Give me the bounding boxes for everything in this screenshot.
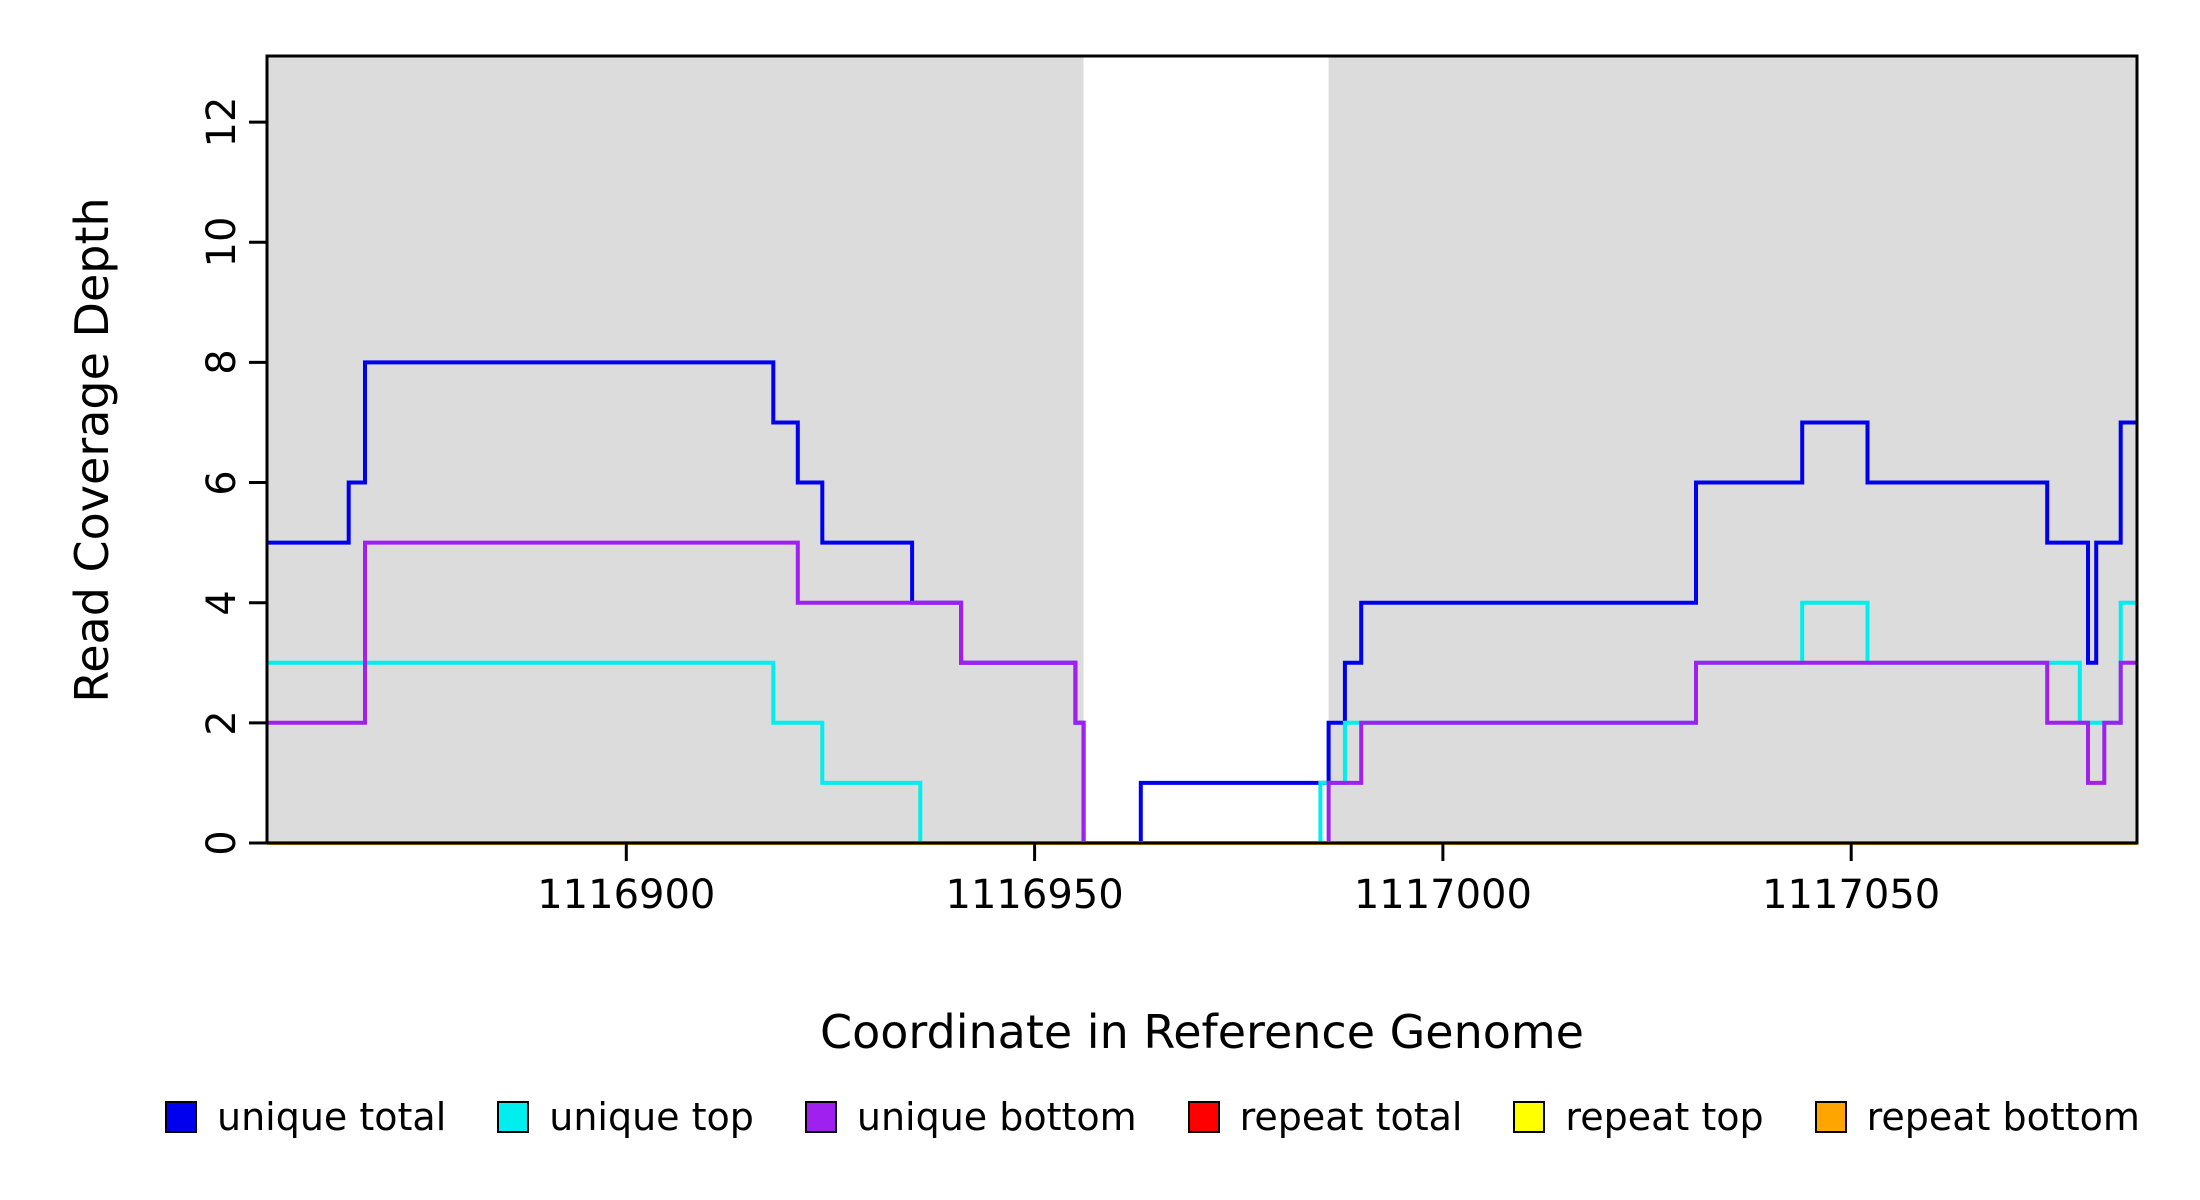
- legend-swatch-icon: [1814, 1101, 1847, 1133]
- plot-border: [265, 54, 2139, 845]
- x-tick-label: 1117050: [1762, 872, 1941, 918]
- y-tick-label: 6: [199, 469, 245, 496]
- legend-item-unique-total: unique total: [165, 1095, 446, 1139]
- x-axis-title: Coordinate in Reference Genome: [820, 1005, 1584, 1059]
- plot-background-right: [1328, 56, 2137, 843]
- x-tick-label: 1117000: [1353, 872, 1532, 918]
- legend-item-unique-top: unique top: [497, 1095, 754, 1139]
- plot-background-left: [267, 56, 1084, 843]
- legend-item-repeat-bottom: repeat bottom: [1814, 1095, 2140, 1139]
- y-axis-title: Read Coverage Depth: [65, 197, 119, 703]
- series-unique-total: [267, 360, 2137, 845]
- legend-label: unique top: [549, 1095, 754, 1139]
- legend-swatch-icon: [1187, 1101, 1220, 1133]
- legend-item-repeat-total: repeat total: [1187, 1095, 1463, 1139]
- legend-label: unique total: [217, 1095, 447, 1139]
- legend-swatch-icon: [497, 1101, 530, 1133]
- legend: unique total unique top unique bottom repea…: [165, 1095, 2140, 1139]
- y-tick-label: 10: [199, 216, 245, 268]
- legend-swatch-icon: [1513, 1101, 1546, 1133]
- y-tick-label: 2: [199, 710, 245, 736]
- legend-item-unique-bottom: unique bottom: [804, 1095, 1137, 1139]
- y-tick-label: 0: [199, 830, 245, 856]
- y-tick-label: 12: [199, 96, 245, 148]
- x-tick-label: 1116900: [537, 872, 716, 918]
- legend-swatch-icon: [804, 1101, 837, 1133]
- legend-label: repeat bottom: [1866, 1095, 2140, 1139]
- series-unique-bottom: [267, 540, 2137, 845]
- legend-item-repeat-top: repeat top: [1513, 1095, 1764, 1139]
- y-tick-label: 4: [199, 589, 245, 616]
- x-tick-label: 1116950: [945, 872, 1124, 918]
- y-tick-label: 8: [199, 349, 245, 376]
- legend-swatch-icon: [165, 1101, 197, 1133]
- legend-label: repeat top: [1565, 1095, 1764, 1139]
- legend-label: repeat total: [1239, 1095, 1463, 1139]
- legend-label: unique bottom: [856, 1095, 1137, 1139]
- highlight-band: [1083, 56, 1329, 843]
